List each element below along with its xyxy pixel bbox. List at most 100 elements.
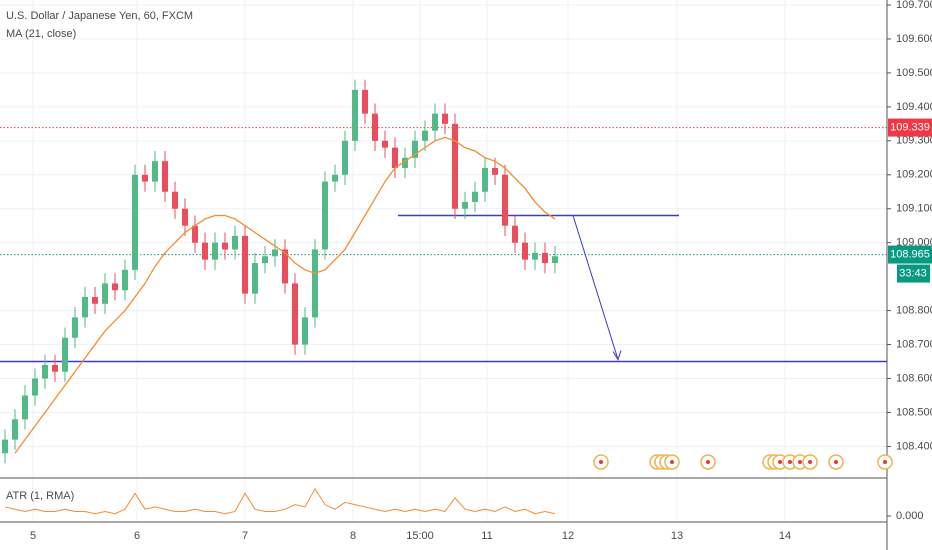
- candle-body: [312, 249, 318, 318]
- event-icon-dot: [788, 460, 792, 464]
- candle-body: [392, 147, 398, 168]
- y-tick-label: 109.300: [896, 135, 932, 147]
- candle-body: [192, 225, 198, 243]
- candle-body: [382, 140, 388, 148]
- time-label: 6: [134, 530, 140, 542]
- event-icon-dot: [798, 460, 802, 464]
- event-icon-dot: [670, 460, 674, 464]
- event-icon-dot: [883, 460, 887, 464]
- candle-body: [202, 242, 208, 260]
- candle-body: [22, 395, 28, 420]
- candle-body: [132, 174, 138, 270]
- time-label: 14: [779, 530, 791, 542]
- y-tick-label: 109.200: [896, 169, 932, 181]
- candle-body: [322, 181, 328, 250]
- candle-body: [432, 113, 438, 131]
- y-tick-label: 108.400: [896, 440, 932, 452]
- candle-body: [2, 439, 8, 454]
- time-label: 13: [671, 530, 683, 542]
- y-tick-label: 108.500: [896, 406, 932, 418]
- candle-body: [462, 201, 468, 209]
- candle-body: [162, 161, 168, 192]
- candle-body: [222, 242, 228, 250]
- candle-body: [112, 283, 118, 291]
- candle-body: [12, 419, 18, 440]
- countdown-badge: [897, 264, 930, 283]
- candle-body: [152, 161, 158, 182]
- candle-body: [402, 157, 408, 168]
- y-tick-label: 108.600: [896, 372, 932, 384]
- candle-body: [252, 263, 258, 294]
- y-tick-label: 109.600: [896, 33, 932, 45]
- price-badge-label: 109.339: [890, 121, 930, 133]
- atr-line: [4, 487, 556, 515]
- event-icon-dot: [706, 460, 710, 464]
- candle-body: [372, 113, 378, 141]
- y-tick-label: 109.100: [896, 203, 932, 215]
- candle-body: [232, 235, 238, 250]
- arrow-head: [612, 350, 622, 361]
- y-tick-label: 109.700: [896, 0, 932, 11]
- time-label: 11: [481, 530, 492, 542]
- y-tick-label: 109.500: [896, 67, 932, 79]
- candle-body: [72, 317, 78, 338]
- projection-arrow: [572, 215, 619, 360]
- candle-body: [512, 225, 518, 243]
- y-tick-label: 109.400: [896, 101, 932, 113]
- candle-body: [332, 174, 338, 182]
- y-tick-label: 108.800: [896, 305, 932, 317]
- candle-body: [412, 140, 418, 158]
- candle-body: [142, 174, 148, 182]
- time-label: 5: [30, 530, 36, 542]
- time-label: 12: [562, 530, 574, 542]
- candle-body: [302, 317, 308, 345]
- candle-body: [552, 256, 558, 264]
- indicator-label: MA (21, close): [6, 28, 76, 40]
- event-icon-dot: [834, 460, 838, 464]
- atr-tick-label: 0.000: [896, 510, 924, 522]
- candle-body: [502, 174, 508, 226]
- time-label: 15:00: [406, 530, 434, 542]
- candle-body: [262, 256, 268, 264]
- price-badge: [888, 118, 932, 137]
- event-icon-dot: [808, 460, 812, 464]
- candle-body: [422, 130, 428, 141]
- event-icon-dot: [599, 460, 603, 464]
- candle-body: [492, 167, 498, 175]
- candle-body: [52, 364, 58, 372]
- candle-body: [242, 235, 248, 294]
- candle-body: [472, 191, 478, 202]
- candle-body: [362, 89, 368, 114]
- price-badge-label: 108.965: [890, 248, 930, 260]
- ma-line: [14, 136, 556, 454]
- time-label: 8: [350, 530, 356, 542]
- candle-body: [352, 89, 358, 141]
- candle-body: [272, 249, 278, 257]
- candle-body: [172, 191, 178, 209]
- candle-body: [532, 252, 538, 260]
- candle-body: [122, 269, 128, 291]
- candle-body: [212, 242, 218, 260]
- candle-body: [82, 297, 88, 318]
- countdown-label: 33:43: [899, 267, 927, 279]
- atr-label: ATR (1, RMA): [6, 490, 74, 502]
- candle-body: [102, 283, 108, 304]
- candle-body: [442, 113, 448, 124]
- candle-body: [292, 283, 298, 345]
- time-label: 7: [242, 530, 248, 542]
- candle-body: [542, 252, 548, 264]
- candle-body: [32, 378, 38, 396]
- candle-body: [522, 242, 528, 260]
- candle-body: [62, 337, 68, 372]
- event-icon-dot: [778, 460, 782, 464]
- candle-body: [482, 167, 488, 192]
- chart-title: U.S. Dollar / Japanese Yen, 60, FXCM: [6, 10, 193, 22]
- price-badge: [888, 245, 932, 264]
- candle-body: [342, 140, 348, 175]
- candle-body: [92, 297, 98, 304]
- candle-body: [452, 123, 458, 209]
- y-tick-label: 108.700: [896, 338, 932, 350]
- candle-body: [42, 364, 48, 379]
- grid: [0, 0, 887, 522]
